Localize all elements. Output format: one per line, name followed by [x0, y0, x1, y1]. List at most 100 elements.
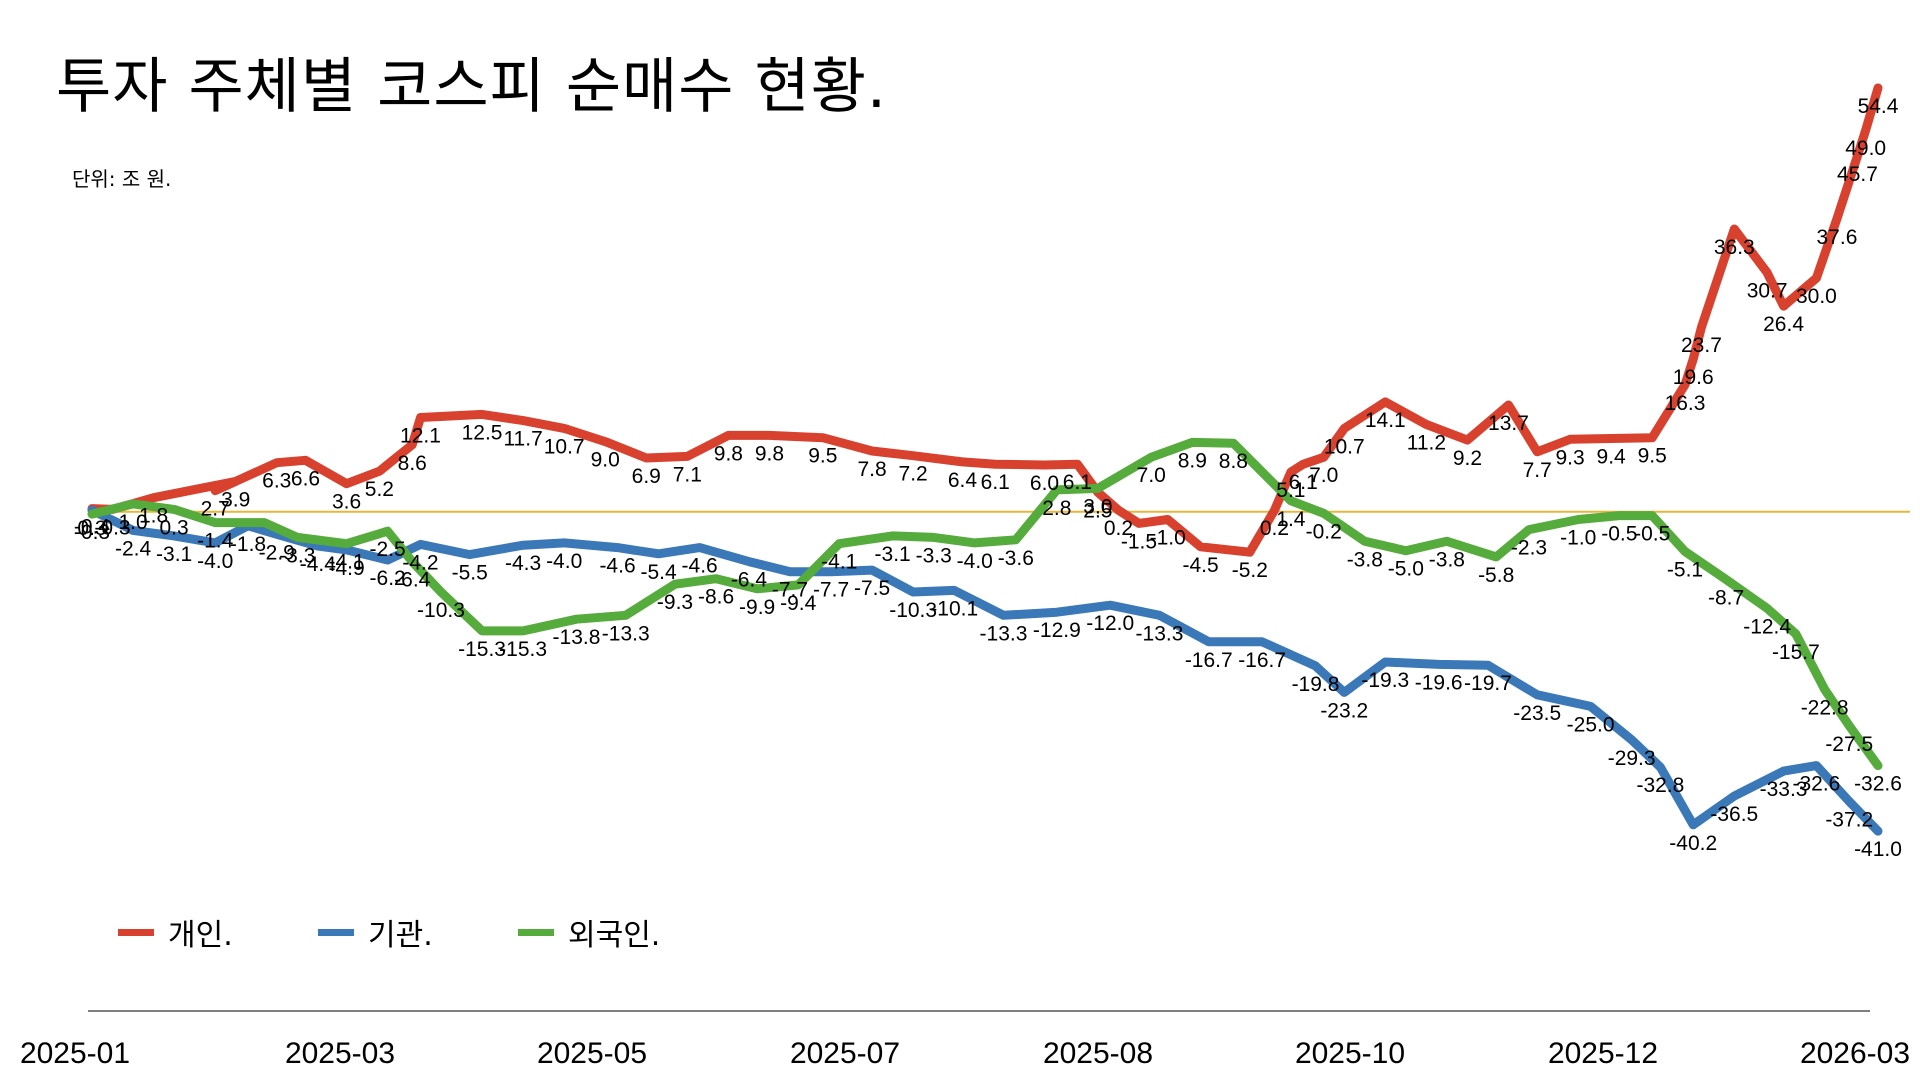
data-label-institution: -7.5 — [854, 577, 890, 600]
data-label-individual: 30.0 — [1796, 285, 1837, 308]
data-label-institution: -2.9 — [259, 541, 295, 564]
legend-label-foreigner: 외국인. — [568, 918, 661, 953]
data-label-foreigner: -9.9 — [739, 596, 775, 619]
data-label-institution: -37.2 — [1825, 808, 1873, 831]
chart-title: 투자 주체별 코스피 순매수 현황. — [56, 52, 887, 122]
data-label-foreigner: -5.0 — [1388, 558, 1424, 581]
data-label-individual: 19.6 — [1673, 366, 1714, 389]
data-label-foreigner: -10.3 — [417, 599, 465, 622]
data-label-institution: 0.3 — [77, 517, 106, 540]
data-label-foreigner: -13.8 — [553, 626, 601, 649]
data-label-individual: 7.2 — [899, 463, 928, 486]
data-label-foreigner: -2.5 — [370, 538, 406, 561]
data-label-layer: -0.4-0.3 1.8 3.92.7 6.3 6.6 3.65.28.6 12.1 12.5… — [74, 95, 1902, 861]
data-label-individual: 6.4 — [948, 469, 978, 492]
data-label-institution: -13.3 — [980, 622, 1028, 645]
data-label-individual: 8.6 — [398, 452, 427, 475]
data-label-foreigner: -15.3 — [458, 638, 506, 661]
data-label-foreigner: -8.6 — [698, 586, 734, 609]
data-label-foreigner: -27.5 — [1825, 733, 1873, 756]
data-label-foreigner: -0.5 — [1601, 523, 1637, 546]
data-label-individual: 9.4 — [1597, 446, 1627, 469]
x-tick-label: 2025-12 — [1548, 1037, 1658, 1070]
data-label-individual: 2.7 — [201, 498, 230, 521]
data-label-foreigner: -4.1 — [821, 551, 857, 574]
data-label-foreigner: -9.3 — [657, 591, 693, 614]
data-label-foreigner: 2.8 — [1042, 497, 1071, 520]
data-label-individual: 0.2 — [1104, 517, 1133, 540]
data-label-foreigner: -0.5 — [1634, 523, 1670, 546]
data-label-individual: 5.1 — [1276, 479, 1305, 502]
data-label-institution: -4.3 — [505, 552, 541, 575]
data-label-foreigner: -4.1 — [328, 551, 364, 574]
data-label-institution: -10.3 — [889, 599, 937, 622]
data-label-foreigner: 0.3 — [160, 516, 189, 539]
x-tick-label: 2025-03 — [285, 1037, 395, 1070]
series-line-individual — [87, 83, 1883, 557]
data-label-institution: -4.9 — [328, 557, 364, 580]
data-label-individual: 12.5 — [462, 421, 503, 444]
legend-label-institution: 기관. — [368, 918, 433, 953]
data-label-institution: -7.7 — [813, 579, 849, 602]
data-label-foreigner: -0.2 — [1306, 520, 1342, 543]
data-label-institution: -10.1 — [930, 597, 978, 620]
data-label-institution: -16.7 — [1238, 649, 1286, 672]
data-label-foreigner: 1.4 — [1276, 508, 1306, 531]
x-axis-ticks: 2025-01 2025-03 2025-05 2025-07 2025-08 2025-… — [20, 1037, 1910, 1070]
data-label-individual: 9.3 — [1555, 446, 1584, 469]
data-label-individual: 26.4 — [1763, 313, 1804, 336]
chart-unit-note: 단위: 조 원. — [72, 167, 172, 191]
data-label-foreigner: -4.0 — [957, 550, 993, 573]
data-label-individual: 14.1 — [1365, 409, 1406, 432]
legend-item-institution: 기관. — [318, 910, 433, 954]
data-label-institution: -5.5 — [452, 562, 488, 585]
data-label-individual: 7.0 — [1309, 464, 1338, 487]
data-label-individual: 9.8 — [755, 442, 784, 465]
data-label-individual: 6.3 — [262, 470, 291, 493]
data-label-foreigner: -32.6 — [1854, 773, 1902, 796]
data-label-institution: -41.0 — [1854, 838, 1902, 861]
data-label-institution: -6.2 — [370, 567, 406, 590]
data-label-individual: 11.7 — [503, 428, 542, 451]
data-label-individual: 3.6 — [332, 491, 361, 514]
data-label-individual: -5.2 — [1232, 559, 1268, 582]
data-label-institution: -23.5 — [1513, 702, 1561, 725]
data-label-foreigner: -12.4 — [1743, 615, 1791, 638]
data-label-institution: -5.4 — [640, 561, 677, 584]
data-label-foreigner: 7.0 — [1137, 464, 1166, 487]
data-label-individual: -1.0 — [1150, 527, 1186, 550]
data-label-institution: -32.6 — [1792, 773, 1840, 796]
x-tick-label: 2025-05 — [537, 1037, 647, 1070]
data-label-foreigner: 3.0 — [1083, 495, 1112, 518]
data-label-individual: 6.0 — [1030, 472, 1059, 495]
data-label-individual: 6.1 — [1063, 471, 1092, 494]
data-label-individual: 6.1 — [1289, 471, 1318, 494]
data-label-institution: -19.8 — [1292, 673, 1340, 696]
series-line-institution — [87, 505, 1883, 836]
data-label-individual: -4.5 — [1182, 554, 1218, 577]
data-label-institution: -19.6 — [1415, 671, 1463, 694]
data-label-individual: 9.5 — [1638, 445, 1667, 468]
data-label-foreigner: -1.0 — [1560, 527, 1596, 550]
data-label-institution: -25.0 — [1567, 713, 1615, 736]
data-label-foreigner: -15.3 — [499, 638, 547, 661]
data-label-institution: -12.9 — [1033, 619, 1081, 642]
data-label-individual: 9.2 — [1453, 447, 1482, 470]
data-label-institution: -4.0 — [197, 550, 233, 573]
legend-swatch-institution — [318, 928, 354, 936]
data-label-individual: 54.4 — [1858, 95, 1899, 118]
data-label-foreigner: -5.1 — [1667, 558, 1703, 581]
data-label-foreigner: -13.3 — [602, 622, 650, 645]
data-label-institution: -12.0 — [1086, 612, 1134, 635]
legend-label-individual: 개인. — [168, 918, 233, 953]
data-label-individual: 5.2 — [365, 478, 394, 501]
data-label-foreigner: -3.3 — [916, 544, 952, 567]
legend-item-individual: 개인. — [118, 910, 233, 954]
data-label-individual: 16.3 — [1665, 392, 1706, 415]
data-label-individual: 6.9 — [632, 465, 661, 488]
data-label-individual: 23.7 — [1681, 334, 1722, 357]
data-label-individual: 9.0 — [591, 449, 620, 472]
data-label-institution: -4.6 — [682, 555, 718, 578]
x-tick-label: 2025-10 — [1295, 1037, 1405, 1070]
